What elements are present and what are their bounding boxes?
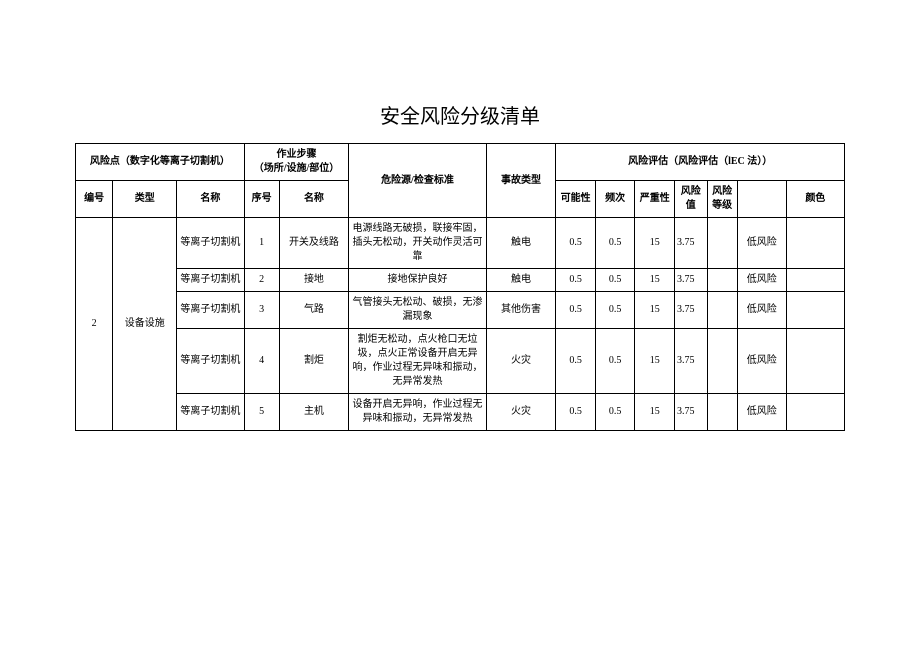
cell-rlvl: 低风险	[737, 218, 786, 269]
cell-rlvl: 低风险	[737, 394, 786, 431]
cell-name: 等离子切割机	[177, 218, 244, 269]
cell-sev: 15	[635, 292, 675, 329]
hdr-no: 编号	[76, 181, 113, 218]
cell-name: 等离子切割机	[177, 292, 244, 329]
table-row: 等离子切割机 2 接地 接地保护良好 触电 0.5 0.5 15 3.75 低风…	[76, 269, 845, 292]
cell-group-type: 设备设施	[113, 218, 177, 431]
cell-name: 等离子切割机	[177, 329, 244, 394]
cell-val: 3.75	[675, 292, 708, 329]
cell-source: 气管接头无松动、破损，无渗漏现象	[349, 292, 486, 329]
cell-poss: 0.5	[556, 329, 596, 394]
cell-val: 3.75	[675, 329, 708, 394]
cell-lvl	[707, 292, 737, 329]
cell-step-no: 1	[244, 218, 279, 269]
hdr-type: 类型	[113, 181, 177, 218]
cell-name: 等离子切割机	[177, 394, 244, 431]
cell-accident: 触电	[486, 218, 556, 269]
cell-step-name: 主机	[279, 394, 349, 431]
cell-accident: 其他伤害	[486, 292, 556, 329]
header-row-1: 风险点（数字化等离子切割机） 作业步骤 （场所/设施/部位） 危险源/检查标准 …	[76, 144, 845, 181]
cell-color	[786, 394, 844, 431]
cell-sev: 15	[635, 394, 675, 431]
hdr-freq: 频次	[595, 181, 635, 218]
hdr-step-name: 名称	[279, 181, 349, 218]
document-page: 安全风险分级清单 风险点（数字化等离子切割机） 作业步骤 （场所/设施/部位） …	[0, 0, 920, 471]
cell-poss: 0.5	[556, 394, 596, 431]
cell-color	[786, 218, 844, 269]
cell-freq: 0.5	[595, 394, 635, 431]
hdr-step-no: 序号	[244, 181, 279, 218]
cell-accident: 火灾	[486, 394, 556, 431]
cell-source: 接地保护良好	[349, 269, 486, 292]
cell-freq: 0.5	[595, 292, 635, 329]
cell-step-name: 气路	[279, 292, 349, 329]
risk-table: 风险点（数字化等离子切割机） 作业步骤 （场所/设施/部位） 危险源/检查标准 …	[75, 143, 845, 431]
cell-color	[786, 269, 844, 292]
hdr-color: 颜色	[786, 181, 844, 218]
hdr-eval-group: 风险评估（风险评估（lEC 法））	[556, 144, 845, 181]
cell-group-no: 2	[76, 218, 113, 431]
cell-step-no: 5	[244, 394, 279, 431]
cell-lvl	[707, 269, 737, 292]
cell-freq: 0.5	[595, 218, 635, 269]
cell-lvl	[707, 329, 737, 394]
cell-val: 3.75	[675, 218, 708, 269]
hdr-rlvl	[737, 181, 786, 218]
cell-color	[786, 292, 844, 329]
cell-accident: 火灾	[486, 329, 556, 394]
cell-step-no: 4	[244, 329, 279, 394]
hdr-risk-point: 风险点（数字化等离子切割机）	[76, 144, 245, 181]
cell-step-name: 接地	[279, 269, 349, 292]
hdr-name: 名称	[177, 181, 244, 218]
table-row: 等离子切割机 4 割炬 割炬无松动，点火枪口无垃圾，点火正常设备开启无异响，作业…	[76, 329, 845, 394]
cell-source: 电源线路无破损，联接牢固，插头无松动，开关动作灵活可靠	[349, 218, 486, 269]
cell-step-no: 3	[244, 292, 279, 329]
table-row: 2 设备设施 等离子切割机 1 开关及线路 电源线路无破损，联接牢固，插头无松动…	[76, 218, 845, 269]
cell-step-no: 2	[244, 269, 279, 292]
hdr-sev: 严重性	[635, 181, 675, 218]
cell-step-name: 开关及线路	[279, 218, 349, 269]
cell-sev: 15	[635, 329, 675, 394]
cell-accident: 触电	[486, 269, 556, 292]
cell-name: 等离子切割机	[177, 269, 244, 292]
hdr-val: 风险值	[675, 181, 708, 218]
cell-freq: 0.5	[595, 269, 635, 292]
cell-lvl	[707, 394, 737, 431]
cell-freq: 0.5	[595, 329, 635, 394]
hdr-step-group: 作业步骤 （场所/设施/部位）	[244, 144, 349, 181]
cell-poss: 0.5	[556, 269, 596, 292]
document-title: 安全风险分级清单	[75, 100, 845, 129]
cell-sev: 15	[635, 218, 675, 269]
hdr-poss: 可能性	[556, 181, 596, 218]
hdr-source: 危险源/检查标准	[349, 144, 486, 218]
hdr-lvl: 风险 等级	[707, 181, 737, 218]
cell-color	[786, 329, 844, 394]
cell-rlvl: 低风险	[737, 269, 786, 292]
cell-val: 3.75	[675, 394, 708, 431]
table-body: 2 设备设施 等离子切割机 1 开关及线路 电源线路无破损，联接牢固，插头无松动…	[76, 218, 845, 431]
cell-lvl	[707, 218, 737, 269]
cell-sev: 15	[635, 269, 675, 292]
cell-rlvl: 低风险	[737, 329, 786, 394]
hdr-accident: 事故类型	[486, 144, 556, 218]
cell-val: 3.75	[675, 269, 708, 292]
table-row: 等离子切割机 3 气路 气管接头无松动、破损，无渗漏现象 其他伤害 0.5 0.…	[76, 292, 845, 329]
cell-rlvl: 低风险	[737, 292, 786, 329]
cell-poss: 0.5	[556, 292, 596, 329]
cell-step-name: 割炬	[279, 329, 349, 394]
cell-source: 割炬无松动，点火枪口无垃圾，点火正常设备开启无异响，作业过程无异味和振动，无异常…	[349, 329, 486, 394]
cell-source: 设备开启无异响，作业过程无异味和振动，无异常发热	[349, 394, 486, 431]
table-row: 等离子切割机 5 主机 设备开启无异响，作业过程无异味和振动，无异常发热 火灾 …	[76, 394, 845, 431]
cell-poss: 0.5	[556, 218, 596, 269]
